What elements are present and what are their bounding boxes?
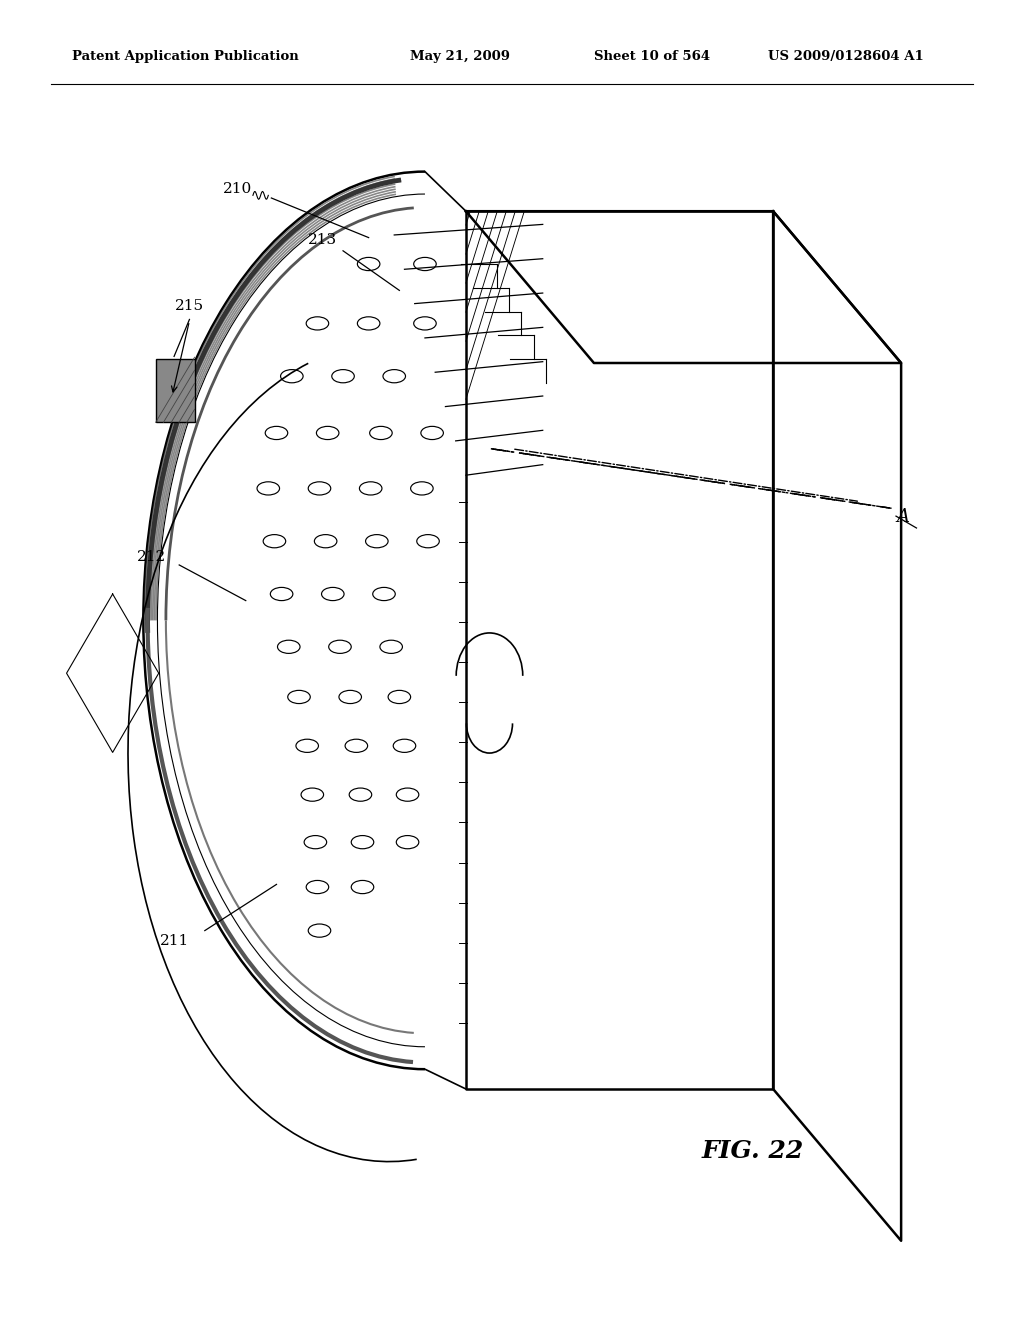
Text: 212: 212: [137, 550, 166, 564]
Text: 215: 215: [175, 300, 204, 313]
Text: 211: 211: [160, 935, 188, 948]
Text: FIG. 22: FIG. 22: [701, 1139, 804, 1163]
Text: US 2009/0128604 A1: US 2009/0128604 A1: [768, 50, 924, 63]
Text: A: A: [896, 508, 909, 527]
Text: Patent Application Publication: Patent Application Publication: [72, 50, 298, 63]
Text: 213: 213: [308, 234, 337, 247]
Text: Sheet 10 of 564: Sheet 10 of 564: [594, 50, 710, 63]
Text: May 21, 2009: May 21, 2009: [410, 50, 510, 63]
Text: 210: 210: [223, 182, 252, 195]
Bar: [156, 359, 195, 422]
